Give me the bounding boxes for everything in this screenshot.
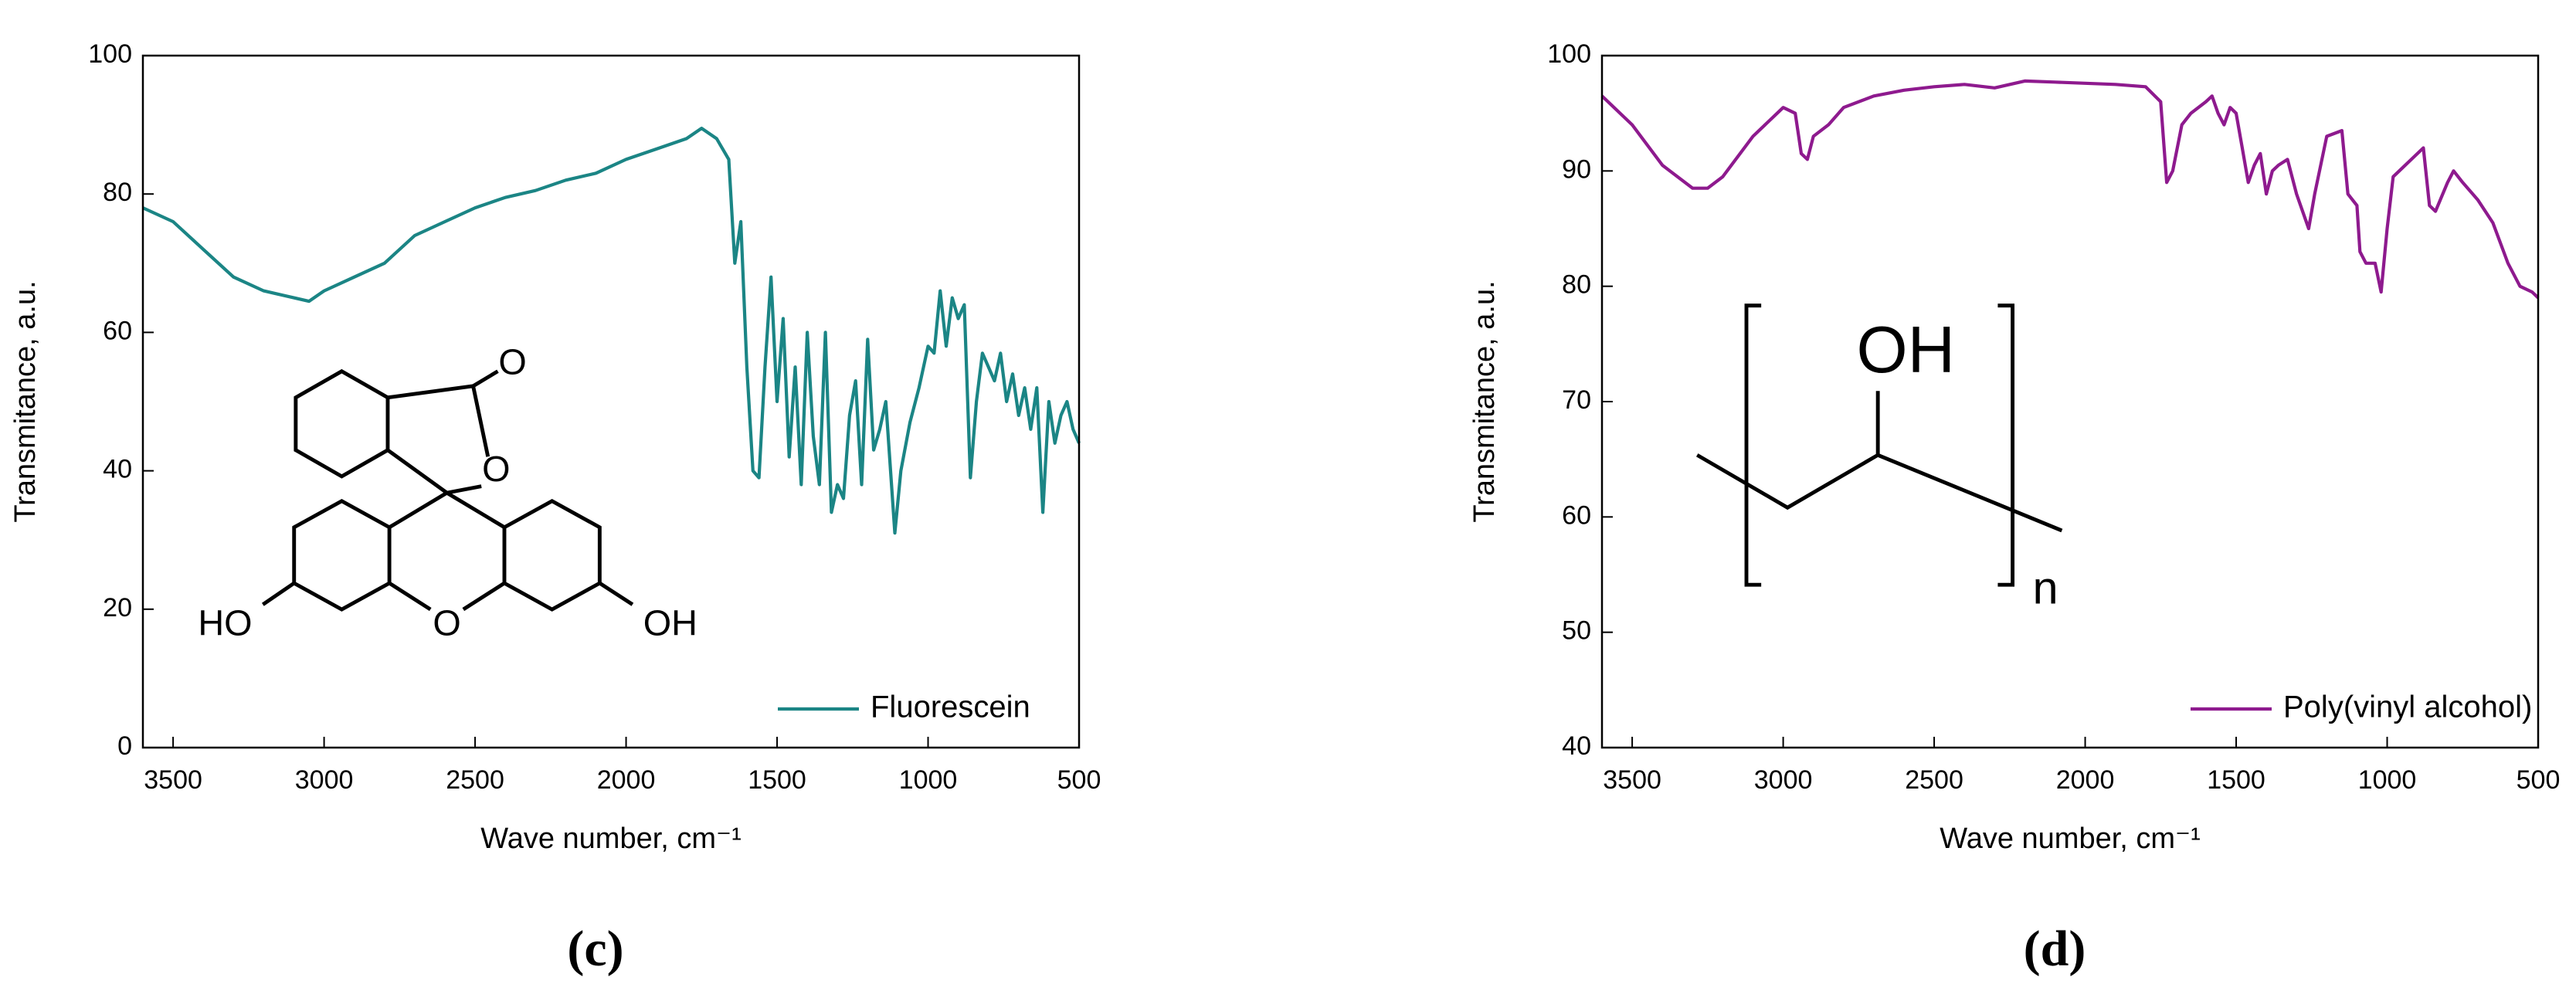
x-tick-label: 3500 bbox=[144, 765, 202, 795]
atom-label: O bbox=[482, 449, 510, 489]
plot-frame bbox=[1600, 54, 2540, 749]
y-tick-label: 80 bbox=[1562, 270, 1591, 300]
x-tick-label: 500 bbox=[1057, 765, 1101, 795]
x-axis-label: Wave number, cm⁻¹ bbox=[1940, 823, 2201, 855]
panel-label: (c) bbox=[567, 921, 623, 977]
bond bbox=[388, 582, 432, 612]
panel-label: (d) bbox=[2024, 921, 2086, 977]
spectrum-line bbox=[142, 127, 1081, 535]
bond bbox=[386, 448, 448, 495]
bond bbox=[1695, 453, 2063, 533]
spectrum-line bbox=[1600, 79, 2540, 300]
y-tick-label: 100 bbox=[1547, 39, 1591, 69]
bond bbox=[502, 498, 602, 612]
x-tick-label: 2000 bbox=[2056, 765, 2115, 795]
y-tick-label: 60 bbox=[103, 316, 132, 345]
y-tick-label: 80 bbox=[103, 178, 132, 207]
plot-frame bbox=[141, 54, 1081, 749]
y-tick-label: 0 bbox=[117, 731, 132, 761]
y-axis-label: Transmitance, a.u. bbox=[9, 280, 42, 522]
x-tick-label: 2500 bbox=[1905, 765, 1963, 795]
x-tick-label: 3000 bbox=[1754, 765, 1813, 795]
bond bbox=[294, 368, 390, 479]
legend-label: Poly(vinyl alcohol) bbox=[2283, 690, 2532, 724]
bond bbox=[472, 369, 499, 388]
x-tick-label: 1000 bbox=[899, 765, 958, 795]
x-tick-label: 1500 bbox=[2207, 765, 2265, 795]
x-axis-label: Wave number, cm⁻¹ bbox=[480, 823, 742, 855]
atom-label: O bbox=[433, 603, 460, 643]
y-axis-label: Transmitance, a.u. bbox=[1468, 280, 1501, 522]
bond bbox=[388, 490, 506, 529]
x-tick-label: 2000 bbox=[597, 765, 656, 795]
bond bbox=[261, 582, 296, 606]
subscript: n bbox=[2033, 561, 2058, 613]
x-tick-label: 500 bbox=[2517, 765, 2561, 795]
y-tick-label: 100 bbox=[88, 39, 132, 69]
bracket bbox=[1744, 304, 1762, 587]
bond bbox=[462, 582, 506, 612]
y-tick-label: 90 bbox=[1562, 154, 1591, 184]
bracket bbox=[1997, 304, 2015, 587]
x-tick-label: 1500 bbox=[748, 765, 806, 795]
bond bbox=[446, 484, 482, 495]
x-tick-label: 1000 bbox=[2358, 765, 2417, 795]
atom-label: OH bbox=[1857, 314, 1956, 387]
atom-label: OH bbox=[643, 603, 697, 643]
y-tick-label: 20 bbox=[103, 593, 132, 622]
y-tick-label: 40 bbox=[1562, 731, 1591, 761]
fluorescein-structure: O O O HO OH bbox=[198, 342, 697, 643]
bond bbox=[387, 384, 490, 457]
y-tick-label: 40 bbox=[103, 455, 132, 484]
bond bbox=[599, 582, 634, 606]
legend-label: Fluorescein bbox=[871, 690, 1030, 724]
bond bbox=[292, 498, 392, 612]
atom-label: O bbox=[498, 342, 526, 382]
atom-label: HO bbox=[198, 603, 252, 643]
x-tick-label: 3500 bbox=[1603, 765, 1661, 795]
x-tick-label: 3000 bbox=[295, 765, 354, 795]
y-tick-label: 70 bbox=[1562, 385, 1591, 415]
y-tick-label: 50 bbox=[1562, 616, 1591, 646]
pva-structure: OH n bbox=[1695, 304, 2063, 613]
x-tick-label: 2500 bbox=[446, 765, 504, 795]
y-tick-label: 60 bbox=[1562, 500, 1591, 530]
